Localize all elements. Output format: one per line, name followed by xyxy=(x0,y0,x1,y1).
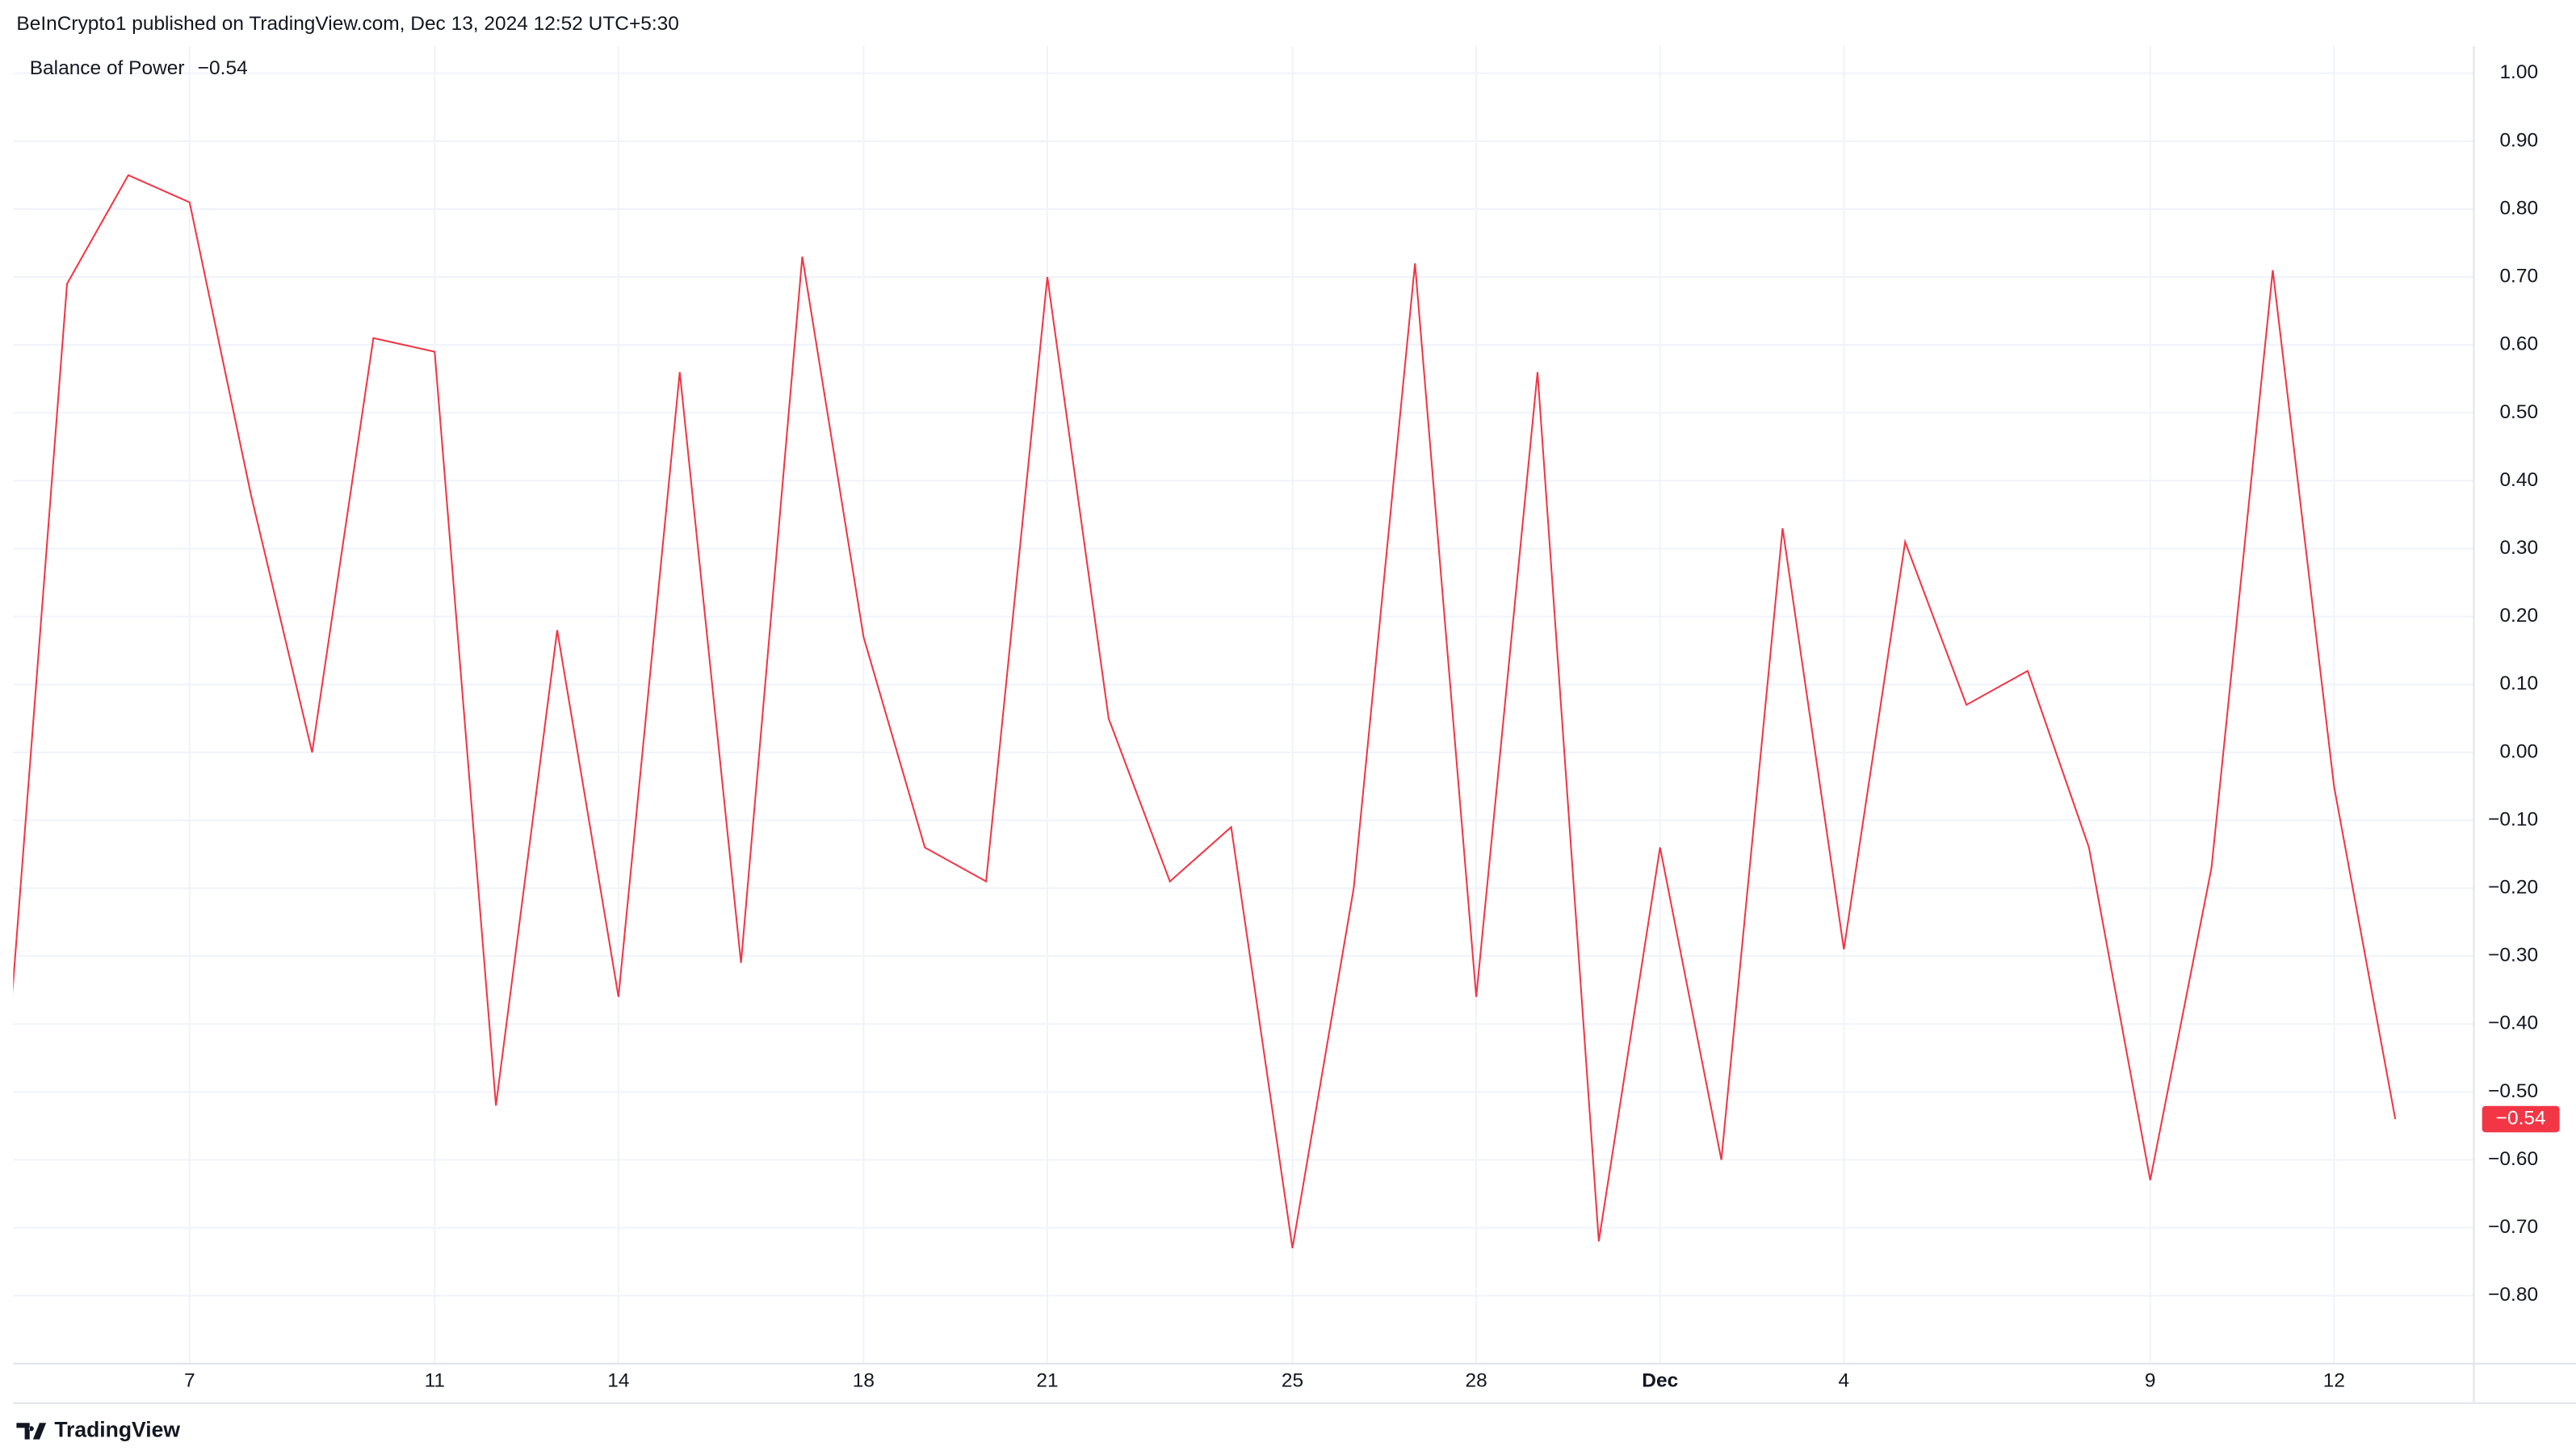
plot xyxy=(13,174,2397,1248)
x-tick-label: 4 xyxy=(1839,1370,1850,1392)
x-tick-label: 28 xyxy=(1466,1370,1487,1392)
y-tick-label: 0.10 xyxy=(2499,673,2538,694)
last-value-badge xyxy=(2482,1105,2560,1133)
y-tick-label: 0.90 xyxy=(2499,129,2538,151)
y-tick-label: 0.20 xyxy=(2499,605,2538,627)
x-tick-label: 14 xyxy=(607,1370,629,1392)
y-tick-label: 0.60 xyxy=(2499,333,2538,355)
y-tick-label: −0.10 xyxy=(2488,808,2538,830)
y-tick-label: −0.40 xyxy=(2488,1013,2538,1034)
y-tick-label: 0.40 xyxy=(2499,469,2538,491)
x-tick-label: 18 xyxy=(853,1370,875,1392)
y-tick-label: 0.80 xyxy=(2499,197,2538,219)
logo-text: TradingView xyxy=(54,1417,180,1441)
x-tick-label: 25 xyxy=(1282,1370,1303,1392)
y-tick-label: −0.80 xyxy=(2488,1284,2538,1306)
series-line xyxy=(13,174,2397,1248)
grid xyxy=(13,46,2474,1364)
y-tick-label: −0.70 xyxy=(2488,1216,2538,1238)
last-value-label: −0.54 xyxy=(2496,1107,2546,1129)
x-tick-label: 12 xyxy=(2323,1370,2345,1392)
y-tick-label: −0.30 xyxy=(2488,945,2538,967)
x-tick-label: 7 xyxy=(184,1370,195,1392)
y-tick-label: −0.50 xyxy=(2488,1080,2538,1102)
x-tick-label: Dec xyxy=(1642,1370,1678,1392)
y-tick-label: 0.30 xyxy=(2499,537,2538,559)
tradingview-logo: TradingView xyxy=(16,1417,180,1441)
y-tick-label: 0.50 xyxy=(2499,401,2538,423)
x-tick-label: 21 xyxy=(1036,1370,1058,1392)
x-tick-label: 11 xyxy=(425,1370,445,1392)
y-tick-label: −0.60 xyxy=(2488,1148,2538,1170)
y-tick-label: 0.70 xyxy=(2499,266,2538,287)
labels: 1.00 0.90 0.80 0.70 0.60 0.50 0.40 0.30 0.20 0.10… xyxy=(184,61,2560,1392)
y-tick-label: 1.00 xyxy=(2499,61,2538,83)
legend-name: Balance of Power xyxy=(30,57,185,79)
y-tick-label: 0.00 xyxy=(2499,740,2538,762)
publish-header: BeInCrypto1 published on TradingView.com… xyxy=(16,13,678,35)
legend-value: −0.54 xyxy=(198,57,248,79)
y-tick-label: −0.20 xyxy=(2488,877,2538,899)
x-tick-label: 9 xyxy=(2145,1370,2156,1392)
